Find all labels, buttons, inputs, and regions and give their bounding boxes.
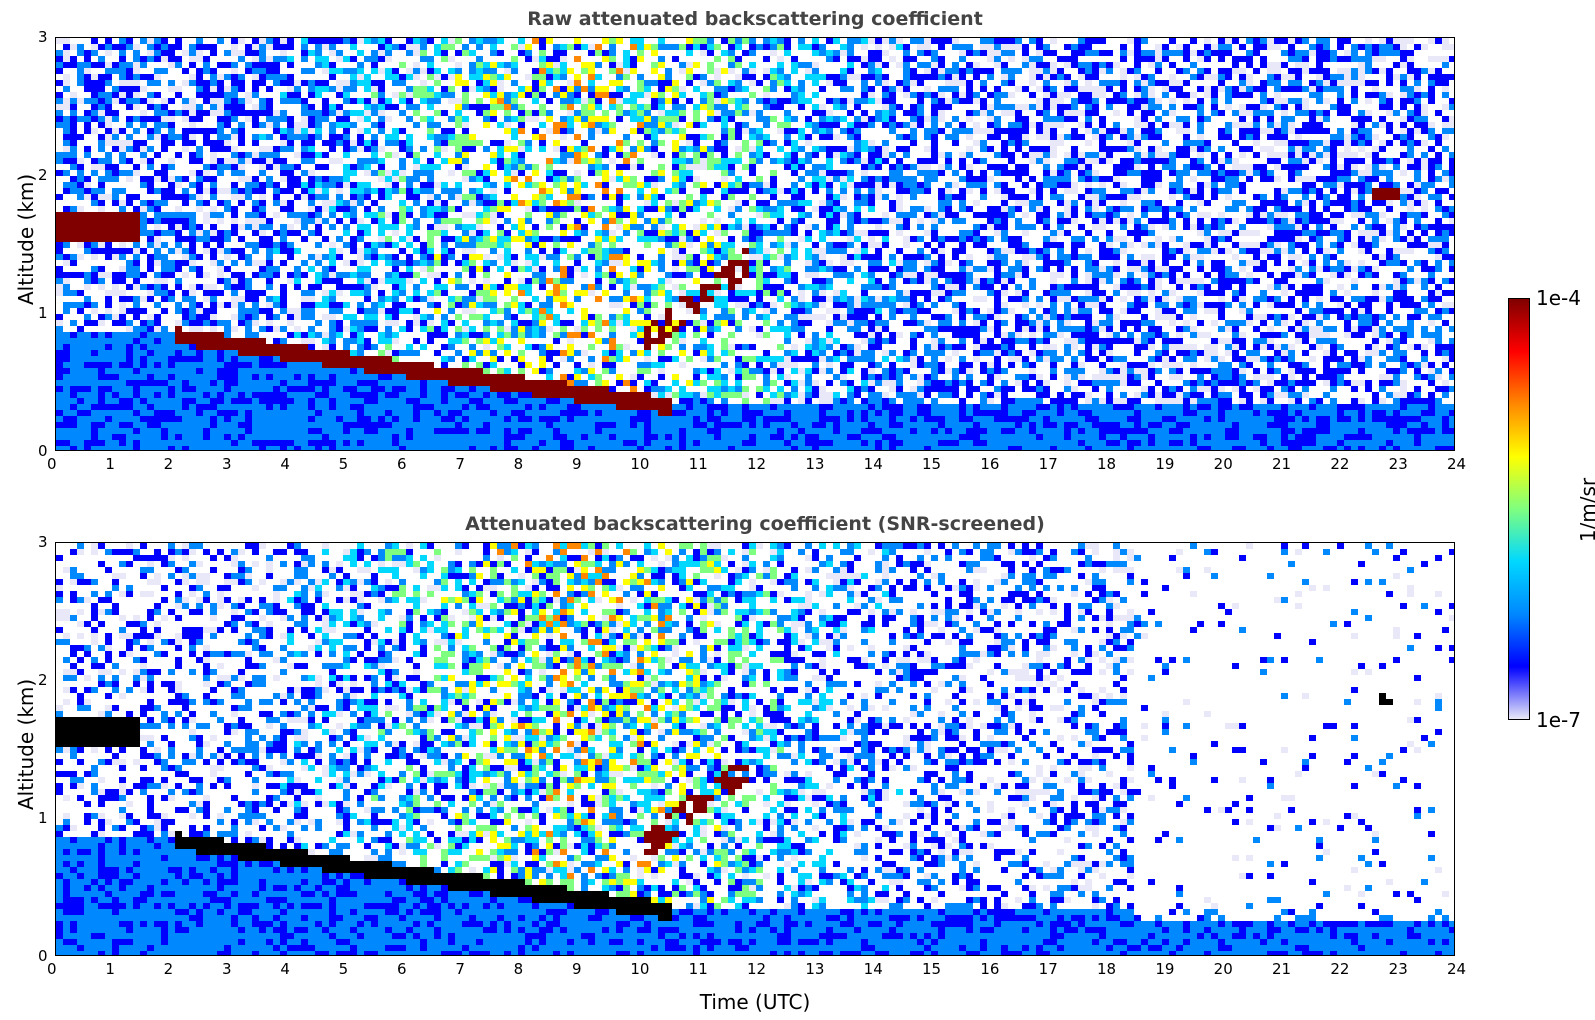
x-tick-label: 15 <box>922 960 942 978</box>
x-tick-label: 3 <box>222 960 232 978</box>
x-tick-label: 6 <box>397 960 407 978</box>
x-axis-label: Time (UTC) <box>699 990 811 1014</box>
x-tick-label: 19 <box>1155 455 1175 473</box>
x-tick-label: 22 <box>1330 455 1350 473</box>
x-tick-label: 20 <box>1213 455 1233 473</box>
colorbar-min-label: 1e-7 <box>1536 708 1581 732</box>
x-tick-label: 24 <box>1447 455 1467 473</box>
top-heatmap <box>56 38 1454 450</box>
x-tick-label: 9 <box>572 455 582 473</box>
x-tick-label: 14 <box>863 960 883 978</box>
x-tick-label: 13 <box>805 455 825 473</box>
x-tick-label: 4 <box>280 960 290 978</box>
x-tick-label: 5 <box>338 455 349 473</box>
y-tick-label: 2 <box>38 166 48 184</box>
y-tick-label: 3 <box>38 28 48 46</box>
x-tick-label: 4 <box>280 455 290 473</box>
bottom-y-axis-label: Altitude (km) <box>14 678 38 810</box>
x-tick-label: 9 <box>572 960 582 978</box>
x-tick-label: 3 <box>222 455 232 473</box>
x-tick-label: 21 <box>1272 960 1292 978</box>
x-tick-label: 16 <box>980 960 1000 978</box>
x-tick-label: 19 <box>1155 960 1175 978</box>
x-tick-label: 2 <box>163 960 174 978</box>
y-tick-label: 1 <box>38 809 48 827</box>
x-tick-label: 13 <box>805 960 825 978</box>
x-tick-label: 1 <box>105 455 115 473</box>
x-tick-label: 18 <box>1097 455 1117 473</box>
x-tick-label: 10 <box>630 455 650 473</box>
x-tick-label: 6 <box>397 455 407 473</box>
x-tick-label: 0 <box>47 455 57 473</box>
colorbar <box>1508 298 1530 720</box>
top-plot-area <box>55 37 1455 451</box>
x-tick-label: 15 <box>922 455 942 473</box>
x-tick-label: 12 <box>747 455 767 473</box>
y-tick-label: 1 <box>38 304 48 322</box>
x-tick-label: 23 <box>1388 455 1408 473</box>
bottom-panel-title: Attenuated backscattering coefficient (S… <box>465 513 1045 535</box>
x-tick-label: 2 <box>163 455 174 473</box>
x-tick-label: 7 <box>455 960 465 978</box>
x-tick-label: 0 <box>47 960 57 978</box>
x-tick-label: 22 <box>1330 960 1350 978</box>
y-tick-label: 3 <box>38 533 48 551</box>
x-tick-label: 7 <box>455 455 465 473</box>
colorbar-max-label: 1e-4 <box>1536 286 1581 310</box>
x-tick-label: 8 <box>513 960 524 978</box>
x-tick-label: 14 <box>863 455 883 473</box>
colorbar-unit-label: 1/m/sr <box>1576 477 1595 543</box>
x-tick-label: 17 <box>1038 960 1058 978</box>
x-tick-label: 8 <box>513 455 524 473</box>
x-tick-label: 1 <box>105 960 115 978</box>
x-tick-label: 5 <box>338 960 349 978</box>
y-tick-label: 2 <box>38 671 48 689</box>
top-panel-title: Raw attenuated backscattering coefficien… <box>527 8 983 30</box>
x-tick-label: 21 <box>1272 455 1292 473</box>
x-tick-label: 11 <box>688 960 708 978</box>
x-tick-label: 11 <box>688 455 708 473</box>
x-tick-label: 17 <box>1038 455 1058 473</box>
x-tick-label: 12 <box>747 960 767 978</box>
y-tick-label: 0 <box>38 442 48 460</box>
x-tick-label: 10 <box>630 960 650 978</box>
y-tick-label: 0 <box>38 947 48 965</box>
x-tick-label: 20 <box>1213 960 1233 978</box>
bottom-heatmap <box>56 543 1454 955</box>
bottom-plot-area <box>55 542 1455 956</box>
x-tick-label: 18 <box>1097 960 1117 978</box>
x-tick-label: 24 <box>1447 960 1467 978</box>
top-y-axis-label: Altitude (km) <box>14 173 38 305</box>
x-tick-label: 16 <box>980 455 1000 473</box>
x-tick-label: 23 <box>1388 960 1408 978</box>
